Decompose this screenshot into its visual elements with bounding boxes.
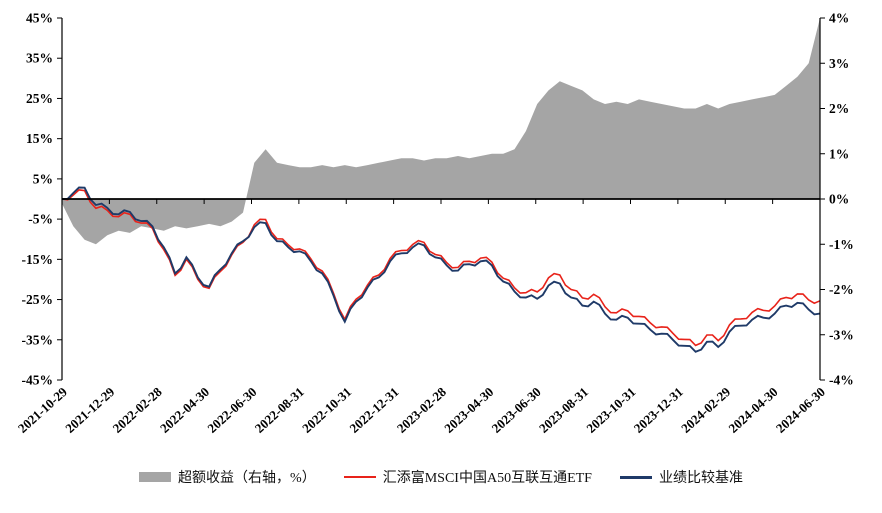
legend-item-etf: 汇添富MSCI中国A50互联互通ETF [343,467,592,487]
x-axis-tick-label-group: 2022-06-30 [204,384,259,436]
left-axis-tick-label: 25% [26,91,53,106]
excess-return-area-swatch [139,472,172,482]
x-axis-tick-label-group: 2023-02-28 [394,384,449,436]
x-axis-tick-label-group: 2022-08-31 [252,384,307,436]
chart-plot: 45% 35% 25% 15% 5% -5% -15% -25% -35% -45% 4% 3% 2% 1… [15,11,854,436]
right-axis-tick-label: 0% [829,192,849,207]
left-axis-tick-label: -25% [22,292,54,307]
benchmark-line [61,186,821,353]
right-axis-tick-label: -3% [829,327,854,342]
left-axis-tick-label: -5% [28,212,53,227]
left-axis-ticks: 45% 35% 25% 15% 5% -5% -15% -25% -35% -45% [22,11,62,388]
right-axis-tick-label: -1% [829,237,854,252]
left-axis-tick-label: -15% [22,252,54,267]
x-axis-tick-label-group: 2023-06-30 [489,384,544,436]
x-axis-tick-label: 2024-06-30 [773,384,828,436]
x-axis-tick-label-group: 2023-12-31 [631,384,686,436]
legend-label-excess-return: 超额收益（右轴，%） [178,471,316,486]
right-axis-tick-label: 2% [829,101,849,116]
x-axis-tick-label: 2023-06-30 [489,384,544,436]
x-axis-tick-label: 2024-02-29 [678,384,733,436]
right-axis-ticks: 4% 3% 2% 1% 0% -1% -2% -3% -4% [820,11,854,388]
right-axis-tick-label: 3% [829,56,849,71]
right-axis-tick-label: 4% [829,11,849,26]
x-axis-tick-label-group: 2024-04-30 [726,384,781,436]
x-axis-tick-label-group: 2024-02-29 [678,384,733,436]
right-axis-tick-label: -4% [829,373,854,388]
chart-legend: 超额收益（右轴，%） 汇添富MSCI中国A50互联互通ETF 业绩比较基准 [0,467,882,487]
x-axis-tick-label: 2021-10-29 [15,384,70,436]
x-axis-tick-label: 2022-04-30 [157,384,212,436]
left-axis-tick-label: 45% [26,11,53,26]
x-axis-tick-label: 2022-06-30 [204,384,259,436]
x-axis-tick-label: 2023-04-30 [441,384,496,436]
x-axis-tick-label-group: 2022-10-31 [299,384,354,436]
x-axis-tick-label-group: 2022-02-28 [110,384,165,436]
etf-line [61,189,821,347]
x-axis-tick-label-group: 2022-04-30 [157,384,212,436]
right-axis-tick-label: 1% [829,146,849,161]
x-axis-tick-label-group: 2021-12-29 [62,384,117,436]
x-axis-tick-label: 2022-08-31 [252,384,307,436]
x-axis-tick-label-group: 2023-04-30 [441,384,496,436]
x-axis-tick-label-group: 2024-06-30 [773,384,828,436]
left-axis-tick-label: 15% [26,131,53,146]
x-axis-tick-label-group: 2023-10-31 [583,384,638,436]
legend-item-excess-return: 超额收益（右轴，%） [139,467,316,487]
left-axis-tick-label: 35% [26,51,53,66]
x-axis-tick-label: 2023-10-31 [583,384,638,436]
left-axis-tick-label: 5% [33,171,53,186]
excess-return-area [62,18,820,245]
x-axis-tick-label-group: 2021-10-29 [15,384,70,436]
left-axis-tick-label: -45% [22,373,54,388]
x-axis-tick-label: 2022-10-31 [299,384,354,436]
x-axis-tick-label: 2023-02-28 [394,384,449,436]
benchmark-line-swatch [619,475,652,479]
x-axis-tick-label-group: 2022-12-31 [347,384,402,436]
x-axis-tick-label: 2021-12-29 [62,384,117,436]
right-axis-tick-label: -2% [829,282,854,297]
left-axis-tick-label: -35% [22,332,54,347]
legend-label-etf: 汇添富MSCI中国A50互联互通ETF [382,471,592,486]
x-axis-tick-label: 2022-02-28 [110,384,165,436]
legend-label-benchmark: 业绩比较基准 [658,471,743,486]
x-axis-tick-label-group: 2023-08-31 [536,384,591,436]
x-axis-ticks: 2021-10-292021-12-292022-02-282022-04-30… [15,199,828,436]
legend-item-benchmark: 业绩比较基准 [619,467,743,487]
x-axis-tick-label: 2022-12-31 [347,384,402,436]
etf-line-swatch [343,476,376,478]
x-axis-tick-label: 2023-12-31 [631,384,686,436]
x-axis-tick-label: 2023-08-31 [536,384,591,436]
x-axis-tick-label: 2024-04-30 [726,384,781,436]
